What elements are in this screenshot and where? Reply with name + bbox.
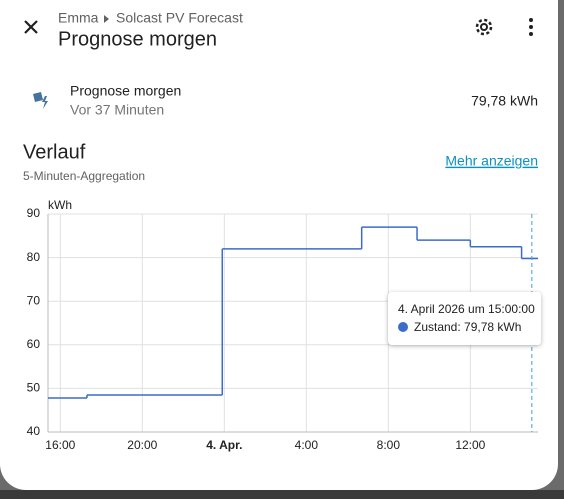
section-title: Verlauf xyxy=(23,141,86,163)
y-tick-label: 40 xyxy=(27,424,41,438)
y-axis-label: kWh xyxy=(48,198,72,212)
entity-updated: Vor 37 Minuten xyxy=(70,102,164,118)
close-button[interactable] xyxy=(24,20,38,34)
dialog xyxy=(0,0,558,490)
tooltip-swatch xyxy=(398,322,408,332)
entity-state: 79,78 kWh xyxy=(471,93,538,109)
y-tick-label: 60 xyxy=(27,337,41,351)
dialog-title: Prognose morgen xyxy=(58,28,217,50)
more-link[interactable]: Mehr anzeigen xyxy=(445,153,538,169)
y-tick-label: 90 xyxy=(27,206,41,220)
y-tick-label: 80 xyxy=(27,250,41,264)
tooltip xyxy=(388,292,541,345)
x-tick-label: 20:00 xyxy=(127,438,157,452)
breadcrumb-separator xyxy=(104,15,109,23)
entity-name: Prognose morgen xyxy=(70,83,181,99)
tooltip-title: 4. April 2026 um 15:00:00 xyxy=(398,302,535,316)
breadcrumb: Solcast PV Forecast xyxy=(116,10,243,26)
x-tick-label: 8:00 xyxy=(377,438,401,452)
backdrop xyxy=(0,490,564,499)
entity-icon xyxy=(33,92,48,109)
tooltip-label: Zustand: 79,78 kWh xyxy=(414,320,521,334)
settings-button[interactable] xyxy=(475,18,493,36)
x-tick-label: 12:00 xyxy=(455,438,485,452)
menu-button[interactable] xyxy=(529,18,533,36)
y-tick-label: 70 xyxy=(27,293,41,307)
x-tick-label: 16:00 xyxy=(45,438,75,452)
x-tick-label: 4:00 xyxy=(295,438,319,452)
x-tick-label: 4. Apr. xyxy=(206,438,242,452)
section-subtitle: 5-Minuten-Aggregation xyxy=(23,169,145,183)
y-tick-label: 50 xyxy=(27,381,41,395)
chart: 40 50 60 70 80 90 16:00 20:00 4. Apr. 4:00 8:00 12:… xyxy=(27,206,541,452)
breadcrumb: Emma xyxy=(58,10,99,26)
